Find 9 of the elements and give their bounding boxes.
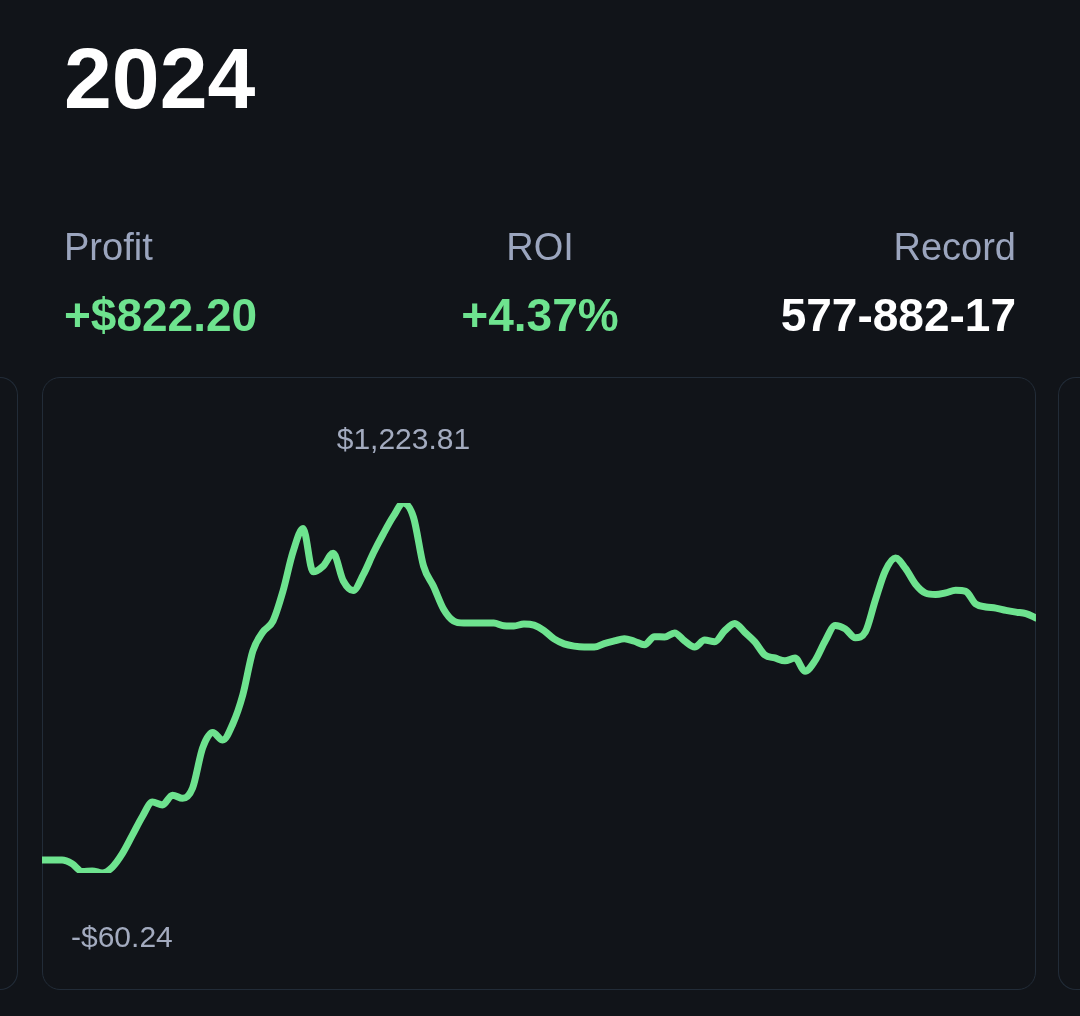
- text: Profit: [64, 226, 154, 268]
- text: +$822.20: [64, 289, 258, 341]
- text: 577-882-17: [780, 289, 1016, 341]
- text: Record: [892, 226, 1016, 268]
- text: ROI: [505, 226, 575, 268]
- text: +4.37%: [460, 289, 620, 341]
- data-label: $1,223.81: [336, 422, 471, 455]
- chart-title: 2024: [64, 30, 256, 126]
- data-label: -$60.24: [71, 920, 173, 953]
